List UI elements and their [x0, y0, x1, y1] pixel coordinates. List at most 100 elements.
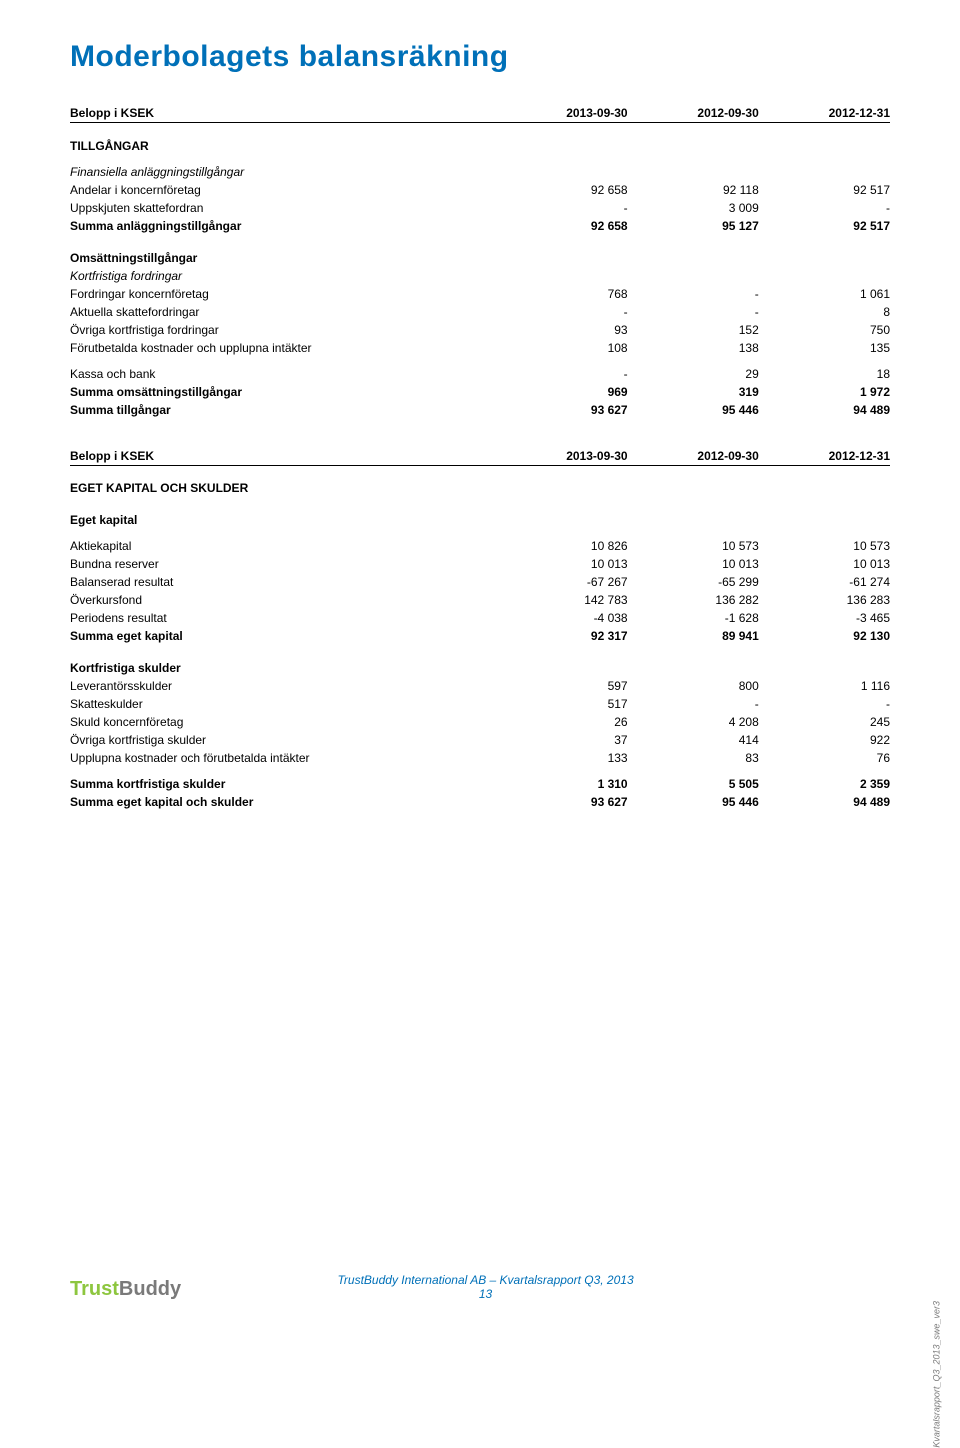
cell: 414 — [628, 731, 759, 749]
cell: 95 446 — [628, 401, 759, 419]
cell: - — [628, 285, 759, 303]
cell: - — [759, 199, 890, 217]
cell: 18 — [759, 365, 890, 383]
table-row: Kassa och bank - 29 18 — [70, 365, 890, 383]
row-label: Periodens resultat — [70, 609, 496, 627]
subsection-label: Finansiella anläggningstillgångar — [70, 163, 496, 181]
sum-label: Summa eget kapital och skulder — [70, 793, 496, 811]
row-label: Överkursfond — [70, 591, 496, 609]
side-version-text: Kvartalsrapport_Q3_2013_swe_ver3 — [932, 1301, 942, 1448]
cell: 922 — [759, 731, 890, 749]
table-row: Fordringar koncernföretag 768 - 1 061 — [70, 285, 890, 303]
table-row: Aktuella skattefordringar - - 8 — [70, 303, 890, 321]
cell: 92 317 — [496, 627, 627, 645]
sum-label: Summa omsättningstillgångar — [70, 383, 496, 401]
section-row: TILLGÅNGAR — [70, 131, 890, 155]
header-label: Belopp i KSEK — [70, 447, 496, 466]
page-title: Moderbolagets balansräkning — [70, 40, 890, 74]
cell: 136 283 — [759, 591, 890, 609]
page-number: 13 — [181, 1287, 790, 1301]
page-footer: TrustBuddy TrustBuddy International AB –… — [70, 1273, 890, 1301]
table-row: Balanserad resultat -67 267 -65 299 -61 … — [70, 573, 890, 591]
cell: -67 267 — [496, 573, 627, 591]
cell: 142 783 — [496, 591, 627, 609]
header-label: Belopp i KSEK — [70, 104, 496, 123]
cell: - — [496, 303, 627, 321]
row-label: Upplupna kostnader och förutbetalda intä… — [70, 749, 496, 767]
table-row: Övriga kortfristiga skulder 37 414 922 — [70, 731, 890, 749]
sum-label: Summa eget kapital — [70, 627, 496, 645]
balance-table-equity: Belopp i KSEK 2013-09-30 2012-09-30 2012… — [70, 447, 890, 812]
header-col: 2012-09-30 — [628, 447, 759, 466]
row-label: Kassa och bank — [70, 365, 496, 383]
table-header-row: Belopp i KSEK 2013-09-30 2012-09-30 2012… — [70, 447, 890, 466]
section-row: Eget kapital — [70, 505, 890, 529]
row-label: Skatteskulder — [70, 695, 496, 713]
cell: 1 310 — [496, 775, 627, 793]
cell: 92 130 — [759, 627, 890, 645]
cell: 95 127 — [628, 217, 759, 235]
cell: 92 517 — [759, 181, 890, 199]
row-label: Bundna reserver — [70, 555, 496, 573]
cell: 92 658 — [496, 217, 627, 235]
cell: 969 — [496, 383, 627, 401]
cell: 138 — [628, 339, 759, 357]
row-label: Skuld koncernföretag — [70, 713, 496, 731]
sum-label: Summa kortfristiga skulder — [70, 775, 496, 793]
cell: 136 282 — [628, 591, 759, 609]
cell: 83 — [628, 749, 759, 767]
subsection-label: Kortfristiga fordringar — [70, 267, 496, 285]
cell: 10 013 — [759, 555, 890, 573]
cell: 93 — [496, 321, 627, 339]
cell: 92 118 — [628, 181, 759, 199]
cell: 750 — [759, 321, 890, 339]
table-row: Övriga kortfristiga fordringar 93 152 75… — [70, 321, 890, 339]
cell: 108 — [496, 339, 627, 357]
cell: 92 658 — [496, 181, 627, 199]
cell: 5 505 — [628, 775, 759, 793]
sum-row: Summa eget kapital och skulder 93 627 95… — [70, 793, 890, 811]
sum-row: Summa anläggningstillgångar 92 658 95 12… — [70, 217, 890, 235]
cell: 2 359 — [759, 775, 890, 793]
row-label: Uppskjuten skattefordran — [70, 199, 496, 217]
row-label: Övriga kortfristiga fordringar — [70, 321, 496, 339]
cell: 768 — [496, 285, 627, 303]
header-col: 2012-09-30 — [628, 104, 759, 123]
balance-table-assets: Belopp i KSEK 2013-09-30 2012-09-30 2012… — [70, 104, 890, 419]
row-label: Balanserad resultat — [70, 573, 496, 591]
section-row: Omsättningstillgångar — [70, 243, 890, 267]
cell: 10 013 — [496, 555, 627, 573]
cell: 10 826 — [496, 537, 627, 555]
section-row: Kortfristiga skulder — [70, 653, 890, 677]
logo-part-trust: Trust — [70, 1278, 119, 1300]
table-row: Upplupna kostnader och förutbetalda intä… — [70, 749, 890, 767]
header-col: 2013-09-30 — [496, 104, 627, 123]
cell: - — [628, 695, 759, 713]
header-col: 2012-12-31 — [759, 104, 890, 123]
logo: TrustBuddy — [70, 1278, 181, 1301]
cell: 89 941 — [628, 627, 759, 645]
cell: 135 — [759, 339, 890, 357]
header-col: 2013-09-30 — [496, 447, 627, 466]
cell: 4 208 — [628, 713, 759, 731]
cell: 3 009 — [628, 199, 759, 217]
table-row: Andelar i koncernföretag 92 658 92 118 9… — [70, 181, 890, 199]
cell: 93 627 — [496, 793, 627, 811]
subsection-row: Kortfristiga fordringar — [70, 267, 890, 285]
table-header-row: Belopp i KSEK 2013-09-30 2012-09-30 2012… — [70, 104, 890, 123]
table-row: Bundna reserver 10 013 10 013 10 013 — [70, 555, 890, 573]
cell: 517 — [496, 695, 627, 713]
cell: 37 — [496, 731, 627, 749]
cell: 152 — [628, 321, 759, 339]
table-row: Uppskjuten skattefordran - 3 009 - — [70, 199, 890, 217]
cell: 26 — [496, 713, 627, 731]
cell: -1 628 — [628, 609, 759, 627]
sum-label: Summa anläggningstillgångar — [70, 217, 496, 235]
row-label: Aktiekapital — [70, 537, 496, 555]
table-row: Leverantörsskulder 597 800 1 116 — [70, 677, 890, 695]
sum-label: Summa tillgångar — [70, 401, 496, 419]
footer-center: TrustBuddy International AB – Kvartalsra… — [181, 1273, 790, 1301]
cell: 93 627 — [496, 401, 627, 419]
cell: 76 — [759, 749, 890, 767]
cell: 245 — [759, 713, 890, 731]
